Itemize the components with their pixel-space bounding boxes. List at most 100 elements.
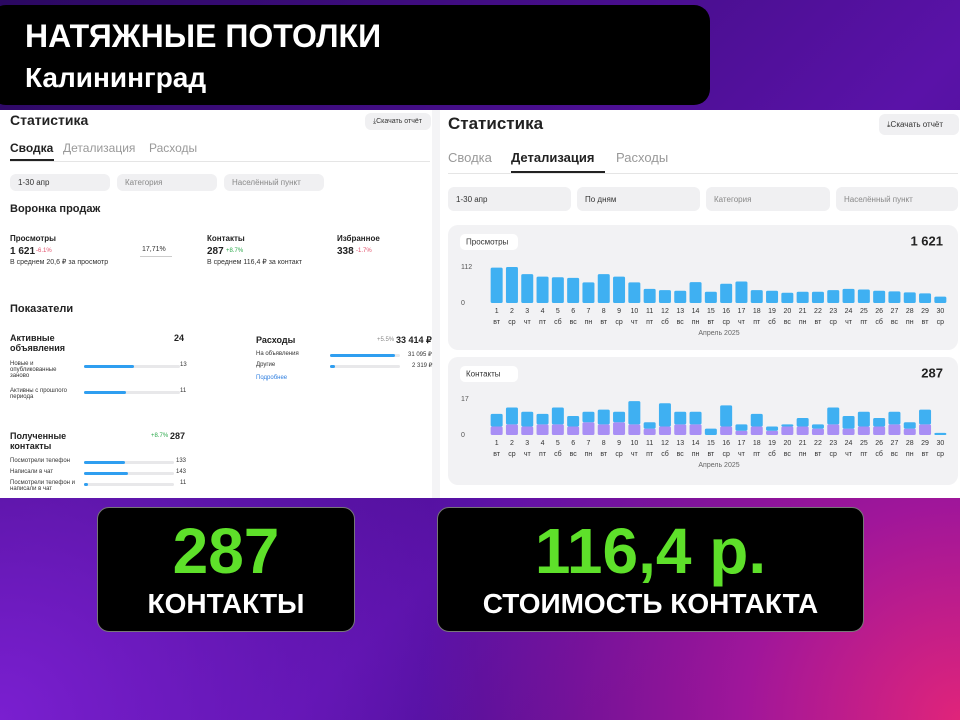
- metric-dropdown[interactable]: [460, 234, 518, 250]
- weekday-label: ср: [830, 319, 838, 326]
- weekday-label: чт: [631, 451, 639, 458]
- x-tick-label: 14: [692, 440, 700, 447]
- filter[interactable]: Населённый пункт: [836, 187, 958, 211]
- filter[interactable]: Населённый пункт: [224, 174, 324, 191]
- row-value: 31 095 ₽: [408, 352, 432, 358]
- weekday-label: вс: [784, 319, 792, 326]
- bar: [781, 426, 794, 435]
- weekday-label: ср: [508, 319, 516, 326]
- x-tick-label: 6: [571, 440, 575, 447]
- bar: [735, 430, 748, 435]
- download-label: Скачать отчёт: [376, 118, 422, 125]
- weekday-label: пт: [860, 451, 868, 458]
- filter-label: Населённый пункт: [844, 194, 913, 204]
- filter[interactable]: Категория: [706, 187, 830, 211]
- weekday-label: пт: [753, 451, 761, 458]
- weekday-label: ср: [937, 319, 945, 326]
- weekday-label: пн: [906, 319, 914, 326]
- chart-total: 1 621: [910, 233, 943, 248]
- weekday-label: вт: [922, 451, 930, 458]
- metric-value: 338: [337, 246, 354, 257]
- row-bar: [84, 472, 174, 475]
- bar: [857, 289, 870, 303]
- tab[interactable]: Детализация: [63, 141, 136, 155]
- x-axis-label: Апрель 2025: [698, 330, 739, 337]
- row-value: 2 319 ₽: [412, 363, 433, 369]
- x-tick-label: 22: [814, 308, 822, 315]
- download-button[interactable]: ⤓ Скачать отчёт: [365, 113, 431, 130]
- weekday-label: пт: [539, 451, 547, 458]
- bar: [689, 282, 702, 303]
- bar: [643, 428, 656, 435]
- x-tick-label: 28: [906, 440, 914, 447]
- tab[interactable]: Расходы: [149, 141, 198, 155]
- tab[interactable]: Сводка: [448, 150, 492, 165]
- weekday-label: пт: [539, 319, 547, 326]
- tab[interactable]: Расходы: [616, 150, 669, 165]
- bar: [689, 424, 702, 435]
- bar: [796, 291, 809, 303]
- x-tick-label: 14: [692, 308, 700, 315]
- bar: [903, 422, 916, 429]
- bar: [689, 411, 702, 425]
- bar: [704, 428, 717, 435]
- bar: [903, 428, 916, 435]
- weekday-label: чт: [631, 319, 639, 326]
- x-tick-label: 23: [829, 308, 837, 315]
- tab[interactable]: Сводка: [10, 141, 54, 155]
- tab-underline: [511, 171, 605, 173]
- tab[interactable]: Детализация: [511, 150, 595, 165]
- card: [437, 507, 864, 632]
- x-tick-label: 1: [495, 308, 499, 315]
- metric-change: +8.7%: [226, 248, 244, 254]
- x-tick-label: 26: [875, 308, 883, 315]
- row-value: 143: [176, 469, 187, 475]
- chart-card: [448, 357, 958, 485]
- bar: [919, 409, 932, 425]
- bar: [613, 411, 626, 423]
- indicator-change: +5.5%: [377, 337, 395, 343]
- indicator-value: 287: [170, 431, 186, 441]
- more-link[interactable]: Подробнее: [256, 375, 288, 381]
- filter[interactable]: По дням: [577, 187, 700, 211]
- row-value: 13: [180, 362, 187, 368]
- y-tick-label: 112: [461, 264, 472, 271]
- row-bar: [84, 365, 180, 368]
- x-tick-label: 24: [845, 308, 853, 315]
- x-axis-label: Апрель 2025: [698, 462, 739, 469]
- bar: [750, 413, 763, 427]
- bar: [842, 428, 855, 435]
- metric-label: Контакты: [207, 234, 245, 243]
- bar: [658, 403, 671, 427]
- bar: [735, 281, 748, 303]
- row-bar: [330, 354, 400, 357]
- metric-dropdown[interactable]: [460, 366, 518, 382]
- metric-change: -6.1%: [36, 248, 52, 254]
- weekday-label: вс: [677, 319, 685, 326]
- x-tick-label: 24: [845, 440, 853, 447]
- weekday-label: пн: [799, 451, 807, 458]
- weekday-label: ср: [722, 319, 730, 326]
- filter[interactable]: 1-30 апр: [448, 187, 571, 211]
- bar: [827, 424, 840, 435]
- card-label: КОНТАКТЫ: [147, 588, 305, 619]
- filter[interactable]: 1-30 апр: [10, 174, 110, 191]
- weekday-label: чт: [845, 319, 853, 326]
- right-title: Статистика: [448, 114, 544, 133]
- x-tick-label: 17: [738, 440, 746, 447]
- x-tick-label: 15: [707, 308, 715, 315]
- x-tick-label: 3: [525, 440, 529, 447]
- bar: [521, 411, 534, 427]
- filter-label: 1-30 апр: [18, 178, 50, 187]
- download-button[interactable]: ⤓ Скачать отчёт: [879, 114, 959, 135]
- bar: [597, 274, 610, 303]
- filter[interactable]: Категория: [117, 174, 217, 191]
- chart-card: [448, 225, 958, 350]
- weekday-label: вт: [493, 319, 501, 326]
- metric-label: Просмотры: [10, 234, 57, 243]
- metric-label: Избранное: [337, 234, 380, 243]
- bar: [674, 290, 687, 303]
- x-tick-label: 12: [661, 308, 669, 315]
- tab-rule: [448, 173, 958, 174]
